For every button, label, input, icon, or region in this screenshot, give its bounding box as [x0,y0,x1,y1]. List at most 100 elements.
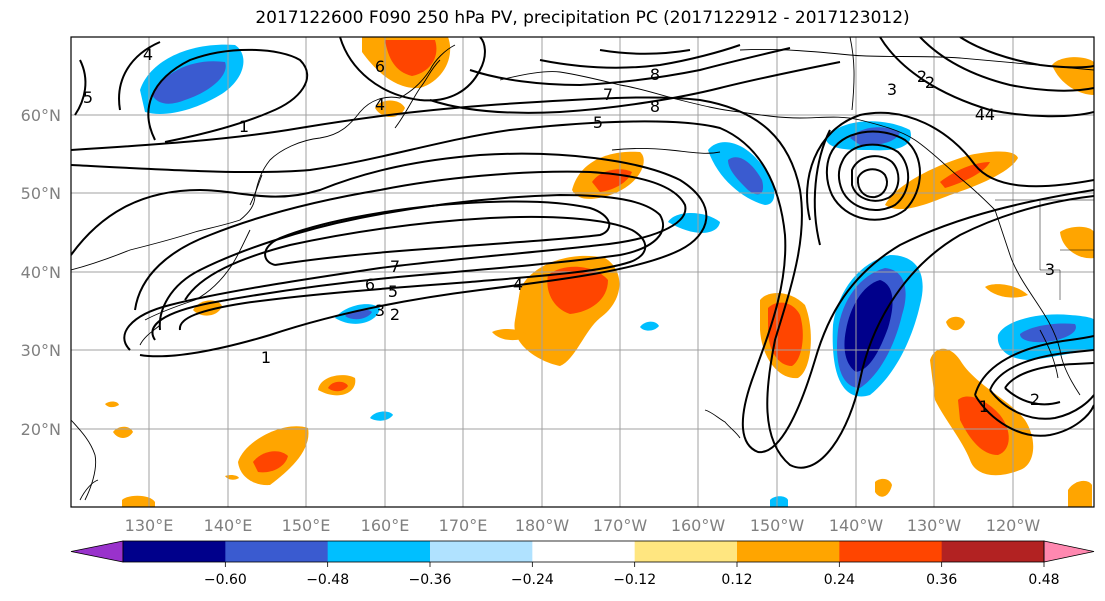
pv-contours [71,37,1094,469]
colorbar-swatch [430,541,533,562]
precip-neg-tiny-2 [640,321,659,331]
precip-neg-gulf-core [728,157,764,195]
precip-pos-small-ocean [946,316,965,331]
colorbar-tick-label: 0.24 [824,572,855,588]
contour-label: 2 [390,305,400,324]
contour-label: 8 [650,65,660,84]
colorbar-tick-labels: −0.60 −0.48 −0.36 −0.24 −0.12 0.12 0.24 0.36 0.4… [204,572,1060,588]
colorbar-swatch [225,541,329,562]
coast-hawaii [704,409,741,439]
precip-neg-se-core [1020,323,1076,343]
map-title: 2017122600 F090 250 hPa PV, precipitatio… [255,8,910,28]
precip-neg-tiny-1 [370,411,393,421]
contour-label: 5 [83,88,93,107]
precip-pos-155e-low-core [328,381,348,392]
coast-namerica [994,209,1081,396]
lat-label: 40°N [21,263,61,282]
contour-label: 1 [261,348,271,367]
precip-pos-20n-core [253,451,288,473]
contour-label: 2 [925,73,935,92]
precip-neg-tiny-bottom [770,496,788,507]
lat-label: 50°N [21,184,61,203]
precip-pos-tiny-2 [105,401,119,408]
coast-taiwan [79,479,99,501]
precip-pos-tiny-se2 [1068,480,1092,507]
colorbar-tick-label: −0.12 [613,572,656,588]
contour-label: 4 [513,275,523,294]
pv-contour-2 [71,120,1094,454]
pv-contour-low-1 [825,130,921,221]
contour-label: 2 [917,67,927,86]
coast-alaska [499,71,996,211]
pv-contour-se-1 [974,335,1094,437]
lon-label: 170°E [439,516,488,535]
lon-label: 140°E [204,516,253,535]
coastlines [71,37,1094,501]
colorbar-tick-label: −0.24 [511,572,554,588]
colorbar-tick-label: −0.60 [204,572,247,588]
pv-contour-jet-outer [71,152,708,358]
precip-pos-se-core [958,396,1009,455]
contour-label: 1 [239,117,249,136]
pv-contour-se-3 [1004,362,1094,406]
lat-label: 20°N [21,420,61,439]
contour-label: 7 [603,85,613,104]
contour-label: 7 [390,257,400,276]
coast-aleutians [611,148,721,154]
pv-contour-ne-2 [919,37,1094,92]
pv-contour-top-1 [339,37,486,102]
precip-pos-tiny-se [875,478,892,497]
contour-label: 4 [985,105,995,124]
lon-label: 180°W [515,516,570,535]
contour-label: 3 [887,80,897,99]
precip-pos-small-1 [375,100,405,117]
colorbar-swatch [123,541,226,562]
colorbar-tick-label: −0.48 [306,572,349,588]
lon-label: 140°W [829,516,884,535]
precip-pos-30n-left [492,329,528,341]
lon-label: 160°E [361,516,410,535]
precip-pos-tiny-4 [225,474,239,480]
precip-pos-okhotsk-core [385,40,437,76]
coast-asia [71,44,456,271]
longitude-labels: 130°E 140°E 150°E 160°E 170°E 180°W 170°W 160°W… [125,516,1041,535]
colorbar-tick-label: −0.36 [409,572,452,588]
border-states [1039,200,1094,300]
pv-contour-jet-5 [264,200,611,266]
colorbar-swatch [532,541,636,562]
coast-canada [849,37,855,111]
colorbar-tick-label: 0.12 [721,572,752,588]
pv-contour-nw-1 [147,48,309,143]
pv-contour-nw-2 [118,41,161,111]
coast-japan [144,229,251,321]
lon-label: 120°W [986,516,1041,535]
colorbar-swatch [839,541,943,562]
coast-kamchatka [394,59,441,129]
colorbar-swatch [737,541,840,562]
pv-contour-ne-1 [879,37,1094,118]
coast-sakhalin [249,174,263,206]
lon-label: 130°W [907,516,962,535]
contour-label: 6 [375,57,385,76]
lon-label: 160°W [671,516,726,535]
pv-contour-jet-2 [123,170,687,351]
lon-label: 170°W [593,516,648,535]
precip-neg-kamchatka-core [152,61,226,104]
colorbar-swatch [941,541,1045,562]
contour-label: 5 [388,282,398,301]
pv-contour-low-2 [838,143,910,211]
colorbar [70,540,1095,567]
colorbar-swatch [634,541,738,562]
contour-label: 2 [1030,390,1040,409]
precip-pos-tiny-1 [113,426,133,438]
pv-contour-jet-4 [178,215,647,331]
pv-contour-top-4 [539,44,741,69]
lat-label: 30°N [21,341,61,360]
pv-contour-low-4 [856,168,888,199]
lon-label: 150°W [750,516,805,535]
contour-label: 8 [650,97,660,116]
precip-pos-tiny-3 [122,495,155,507]
contour-label: 4 [975,105,985,124]
